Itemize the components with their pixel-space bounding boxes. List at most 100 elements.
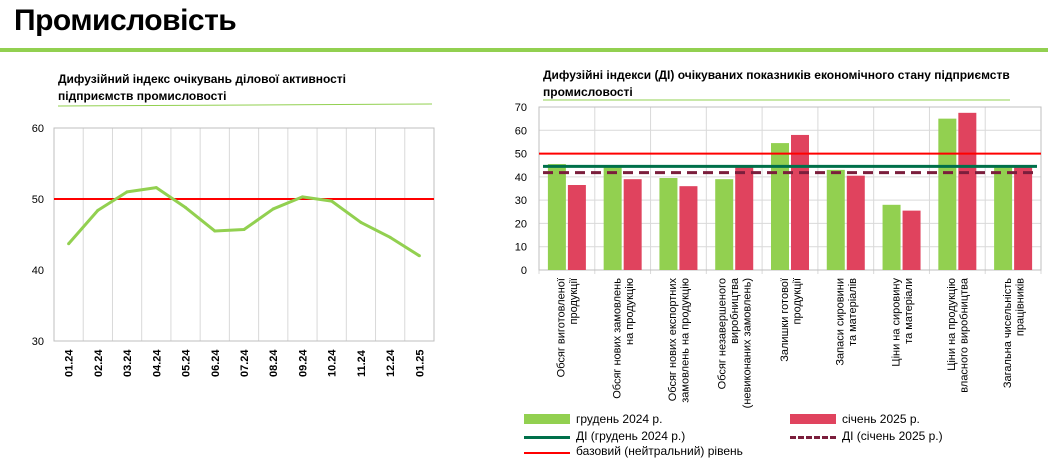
data-point: [330, 199, 334, 203]
bar-december-2024: [659, 178, 678, 270]
x-category-label-line: замовлень на продукцію: [680, 278, 692, 403]
bar-january-2025: [791, 134, 809, 270]
x-category-label-line: Обсяг нових замовлень: [611, 278, 623, 399]
y-tick-label: 50: [515, 149, 527, 161]
x-category-label-line: на продукцію: [624, 278, 636, 345]
legend-average-january-2025-swatch: [790, 436, 836, 439]
title-divider: [0, 48, 1048, 52]
x-category-label: Обсяг виготовленої продукції: [556, 278, 581, 377]
x-category-label: Ціни на сировину та матеріали: [890, 278, 915, 367]
bar-january-2025: [679, 186, 698, 270]
x-tick-label: 02.24: [93, 349, 105, 377]
x-category-label-line: та матеріалів: [847, 278, 859, 346]
x-tick-label: 07.24: [239, 349, 251, 377]
bar-january-2025: [567, 185, 586, 270]
plot-frame: [53, 127, 435, 342]
data-point: [359, 220, 363, 224]
bar-january-2025: [735, 166, 754, 270]
left-chart-title: Дифузійний індекс очікувань ділової акти…: [58, 72, 347, 103]
legend-average-december-2024-label: ДІ (грудень 2024 р.): [576, 429, 686, 443]
y-tick-label: 0: [521, 265, 527, 277]
legend-reference-level-swatch: [524, 452, 570, 454]
data-point: [154, 186, 158, 190]
legend-january-2025-swatch: [790, 414, 836, 424]
x-category-label-line: власного виробництва: [959, 277, 971, 393]
legend-december-2024-label: грудень 2024 р.: [576, 412, 663, 426]
x-tick-label: 10.24: [327, 349, 339, 377]
bar-january-2025: [1014, 165, 1033, 270]
x-category-label: Загальна чисельність працівників: [1002, 278, 1027, 388]
x-category-label-line: продукції: [791, 278, 803, 324]
x-category-label-line: Обсяг нових експортних: [667, 278, 679, 402]
bar-december-2024: [715, 179, 734, 270]
x-tick-label: 03.24: [122, 349, 134, 377]
bar-december-2024: [547, 164, 566, 270]
x-category-label: Обсяг незавершеного виробництва (невиконан…: [717, 277, 754, 408]
bar-december-2024: [938, 118, 957, 271]
x-tick-label: 08.24: [268, 349, 280, 377]
x-category-label: Обсяг нових замовлень на продукцію: [611, 278, 636, 399]
x-category-label: Залишки готової продукції: [779, 278, 804, 362]
x-category-label-line: Ціни на сировину: [890, 278, 902, 367]
x-category-label-line: виробництва: [729, 277, 741, 344]
bar-january-2025: [623, 179, 642, 270]
data-point: [388, 235, 392, 239]
data-point: [300, 195, 304, 199]
data-point: [125, 190, 129, 194]
page-title: Промисловість: [14, 4, 237, 37]
x-category-label-line: та матеріали: [903, 278, 915, 344]
x-category-label-line: Загальна чисельність: [1002, 278, 1014, 388]
right-chart-title: Дифузійні індекси (ДІ) очікуваних показн…: [543, 68, 1010, 99]
x-tick-label: 12.24: [385, 349, 397, 377]
x-category-label: Обсяг нових експортних замовлень на проду…: [667, 278, 692, 403]
y-tick-label: 60: [515, 125, 527, 137]
x-tick-label: 09.24: [297, 349, 309, 377]
x-tick-label: 06.24: [210, 349, 222, 377]
legend-average-december-2024-swatch: [524, 436, 570, 439]
x-tick-label: 04.24: [151, 349, 163, 377]
x-category-label-line: Залишки готової: [779, 278, 791, 362]
x-category-label: Ціни на продукцію власного виробництва: [946, 277, 971, 393]
bar-january-2025: [846, 175, 865, 270]
plot-frame: [538, 106, 1042, 271]
data-point: [213, 229, 217, 233]
left-title-underline: [57, 103, 433, 107]
data-point: [184, 206, 188, 210]
data-point: [417, 254, 421, 258]
x-category-label-line: Обсяг незавершеного: [717, 278, 729, 389]
y-tick-label: 30: [515, 195, 527, 207]
x-tick-label: 01.24: [64, 349, 76, 377]
legend-average-january-2025-label: ДІ (січень 2025 р.): [842, 429, 943, 443]
bar-december-2024: [771, 143, 789, 270]
x-category-label-line: Обсяг виготовленої: [556, 278, 568, 377]
y-tick-label: 50: [32, 194, 44, 206]
data-point: [271, 207, 275, 211]
x-tick-label: 11.24: [356, 349, 368, 377]
y-tick-label: 40: [32, 265, 44, 277]
bar-december-2024: [826, 169, 845, 270]
data-point: [96, 208, 100, 212]
x-category-label-line: Запаси сировини: [835, 278, 847, 366]
x-tick-label: 05.24: [181, 349, 193, 377]
bar-december-2024: [994, 167, 1013, 270]
bar-december-2024: [603, 166, 622, 270]
x-category-label-line: працівників: [1014, 278, 1026, 336]
legend-january-2025-label: січень 2025 р.: [842, 412, 920, 426]
bar-january-2025: [902, 210, 921, 270]
y-tick-label: 60: [32, 123, 44, 135]
y-tick-label: 10: [515, 242, 527, 254]
data-point: [67, 242, 71, 246]
x-category-label-line: продукції: [568, 278, 580, 324]
data-point: [242, 228, 246, 232]
x-tick-label: 01.25: [414, 349, 426, 377]
y-tick-label: 30: [32, 336, 44, 348]
x-category-label-line: Ціни на продукцію: [946, 278, 958, 371]
y-tick-label: 20: [515, 218, 527, 230]
bar-december-2024: [882, 204, 901, 270]
bar-january-2025: [958, 112, 977, 270]
legend-december-2024-swatch: [524, 414, 570, 424]
x-category-label: Запаси сировини та матеріалів: [835, 278, 860, 366]
x-category-label-line: (невиконаних замовлень): [742, 278, 754, 408]
